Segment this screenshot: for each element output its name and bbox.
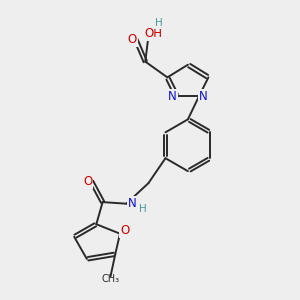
Text: N: N — [128, 197, 136, 210]
Text: O: O — [83, 175, 92, 188]
Text: O: O — [120, 224, 129, 237]
Text: H: H — [155, 18, 162, 28]
Text: N: N — [199, 90, 207, 103]
Text: N: N — [168, 90, 177, 103]
Text: O: O — [128, 33, 136, 46]
Text: OH: OH — [144, 27, 162, 40]
Text: CH₃: CH₃ — [101, 274, 120, 284]
Text: H: H — [139, 204, 147, 214]
